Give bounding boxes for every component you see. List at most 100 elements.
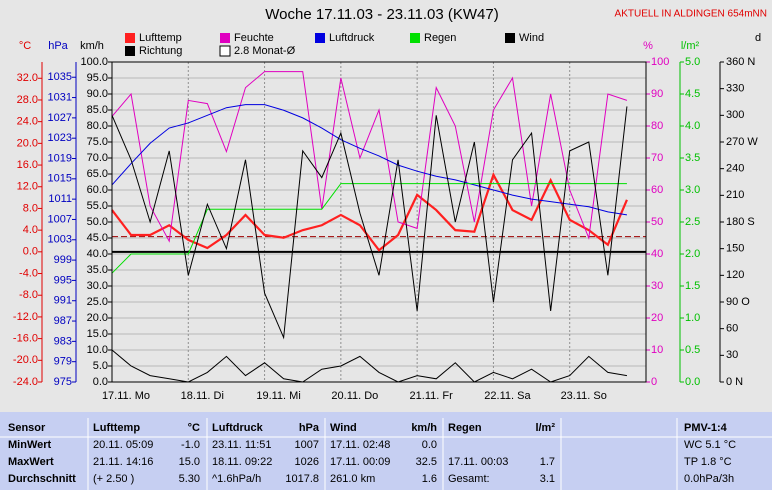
y-tick-label: 2.0 [685, 248, 700, 260]
y-tick-label: 10.0 [87, 344, 108, 356]
table-background [0, 412, 772, 490]
legend-label: Wind [519, 32, 544, 44]
axis-unit: l/m² [681, 40, 700, 52]
cell-value: 1.7 [540, 456, 555, 468]
x-tick-label: 17.11. Mo [102, 390, 150, 402]
legend-label: Richtung [139, 45, 182, 57]
y-tick-label: 4.5 [685, 88, 700, 100]
y-tick-label: 330 [726, 83, 744, 95]
cell-text: 18.11. 09:22 [212, 456, 272, 468]
y-tick-label: 85.0 [87, 104, 108, 116]
annotation: AKTUELL IN ALDINGEN 654mNN [615, 9, 767, 20]
y-tick-label: 30 [726, 349, 738, 361]
axis-unit: hPa [48, 40, 68, 52]
y-tick-label: -8.0 [19, 289, 38, 301]
y-tick-label: 1027 [48, 112, 72, 124]
y-tick-label: 1.5 [685, 280, 700, 292]
axis-unit: d [755, 32, 761, 44]
series-line [111, 71, 628, 243]
y-tick-label: 1011 [48, 193, 72, 205]
cell-text: 21.11. 14:16 [93, 456, 153, 468]
table-header: Regen [448, 422, 482, 434]
x-tick-label: 21.11. Fr [410, 390, 454, 402]
y-tick-label: 975 [54, 376, 72, 388]
legend-label: Lufttemp [139, 32, 182, 44]
y-tick-label: 12.0 [17, 181, 38, 193]
y-tick-label: 3.0 [685, 184, 700, 196]
y-tick-label: 60.0 [87, 184, 108, 196]
axis-unit: °C [19, 40, 31, 52]
y-tick-label: 1003 [48, 234, 72, 246]
cell-value: 0.0 [422, 439, 437, 451]
table-header: Luftdruck [212, 422, 264, 434]
y-tick-label: 995 [54, 274, 72, 286]
table-header: Sensor [8, 422, 46, 434]
y-tick-label: 991 [54, 295, 72, 307]
series-line [111, 104, 628, 216]
y-tick-label: 360 N [726, 56, 755, 68]
cell-text: 20.11. 05:09 [93, 439, 153, 451]
y-tick-label: 70.0 [87, 152, 108, 164]
y-tick-label: 5.0 [685, 56, 700, 68]
cell-value: 15.0 [179, 456, 200, 468]
y-tick-label: 15.0 [87, 328, 108, 340]
legend-label: Feuchte [234, 32, 274, 44]
table-unit: km/h [411, 422, 437, 434]
series-line [111, 349, 628, 383]
y-tick-label: 979 [54, 356, 72, 368]
y-tick-label: 50.0 [87, 216, 108, 228]
y-tick-label: -16.0 [13, 333, 38, 345]
cell-value: 3.1 [540, 473, 555, 485]
y-tick-label: 40.0 [87, 248, 108, 260]
row-label: MaxWert [8, 456, 54, 468]
y-tick-label: 16.0 [17, 159, 38, 171]
y-tick-label: 20.0 [87, 312, 108, 324]
cell-text: Gesamt: [448, 473, 490, 485]
side-line: 0.0hPa/3h [684, 473, 734, 485]
y-tick-label: 999 [54, 254, 72, 266]
x-tick-label: 23.11. So [561, 390, 607, 402]
y-tick-label: 75.0 [87, 136, 108, 148]
cell-value: 5.30 [179, 473, 200, 485]
legend-label: Regen [424, 32, 456, 44]
y-tick-label: 20 [651, 312, 663, 324]
y-tick-label: 35.0 [87, 264, 108, 276]
cell-text: (+ 2.50 ) [93, 473, 134, 485]
x-tick-label: 19.11. Mi [256, 390, 300, 402]
y-tick-label: 1023 [48, 132, 72, 144]
y-tick-label: 25.0 [87, 296, 108, 308]
side-title: PMV-1:4 [684, 422, 728, 434]
cell-value: 1.6 [422, 473, 437, 485]
cell-text: ^1.6hPa/h [212, 473, 261, 485]
cell-value: 1017.8 [285, 473, 319, 485]
legend-swatch [410, 33, 420, 43]
y-tick-label: 5.0 [93, 360, 108, 372]
y-tick-label: 1015 [48, 173, 72, 185]
y-tick-label: 4.0 [685, 120, 700, 132]
cell-text: 17.11. 00:09 [330, 456, 390, 468]
y-tick-label: 90 [651, 88, 663, 100]
y-tick-label: 28.0 [17, 94, 38, 106]
y-tick-label: 60 [726, 323, 738, 335]
y-tick-label: 60 [651, 184, 663, 196]
legend-swatch [220, 33, 230, 43]
y-tick-label: 1.0 [685, 312, 700, 324]
y-tick-label: 100.0 [80, 56, 108, 68]
plot-frame [111, 61, 647, 383]
y-tick-label: 90.0 [87, 88, 108, 100]
y-tick-label: -20.0 [13, 354, 38, 366]
y-tick-label: 55.0 [87, 200, 108, 212]
series-line [111, 183, 627, 274]
row-label: MinWert [8, 439, 52, 451]
cell-value: 1007 [295, 439, 319, 451]
y-tick-label: 0 [651, 376, 657, 388]
cell-value: 1026 [295, 456, 319, 468]
cell-text: 261.0 km [330, 473, 375, 485]
y-tick-label: 90 O [726, 296, 750, 308]
table-unit: hPa [299, 422, 320, 434]
y-tick-label: 24.0 [17, 116, 38, 128]
y-tick-label: 4.0 [23, 224, 38, 236]
y-tick-label: 120 [726, 269, 744, 281]
legend-swatch [125, 46, 135, 56]
